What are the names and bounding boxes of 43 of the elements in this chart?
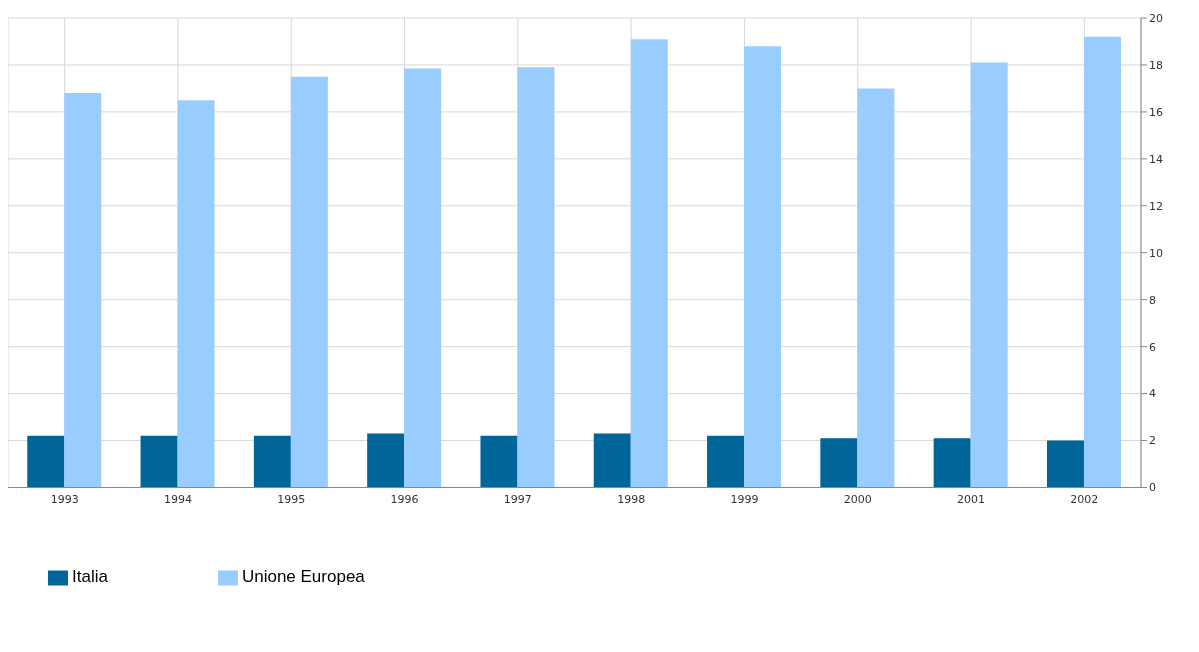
bar [27,435,65,488]
y-tick-label: 0 [1149,481,1156,495]
bar [707,435,745,488]
x-tick-label: 1995 [277,493,306,507]
y-tick-label: 12 [1149,199,1163,213]
x-tick-label: 1998 [617,493,646,507]
bar [1046,440,1084,488]
bar [630,39,668,488]
bar [517,67,555,488]
x-tick-label: 1994 [163,493,192,507]
y-tick-label: 8 [1149,293,1156,307]
bar [857,88,895,488]
bar [744,46,782,488]
bar [933,438,971,488]
bar [253,435,291,488]
x-tick-label: 2000 [843,493,872,507]
bar [480,435,518,488]
x-tick-label: 2001 [957,493,986,507]
y-tick-label: 10 [1149,246,1163,260]
y-tick-label: 18 [1149,58,1163,72]
y-tick-label: 4 [1149,387,1156,401]
x-tick-label: 1999 [730,493,759,507]
y-tick-label: 20 [1149,11,1163,25]
bar [970,62,1008,488]
bar [404,68,442,488]
bar [140,435,178,488]
legend-label: Unione Europea [241,567,365,587]
x-tick-label: 2002 [1070,493,1099,507]
bar [367,433,405,488]
bar [1083,36,1121,488]
x-tick-label: 1993 [50,493,79,507]
bar [290,76,328,488]
y-tick-label: 6 [1149,340,1156,354]
bar [177,100,215,488]
bar [593,433,631,488]
x-tick-label: 1996 [390,493,419,507]
y-tick-label: 2 [1149,434,1156,448]
bar [64,93,102,488]
x-tick-label: 1997 [503,493,532,507]
legend-label: Italia [72,567,108,587]
y-tick-label: 16 [1149,105,1163,119]
y-tick-label: 14 [1149,152,1163,166]
bar [820,438,858,488]
